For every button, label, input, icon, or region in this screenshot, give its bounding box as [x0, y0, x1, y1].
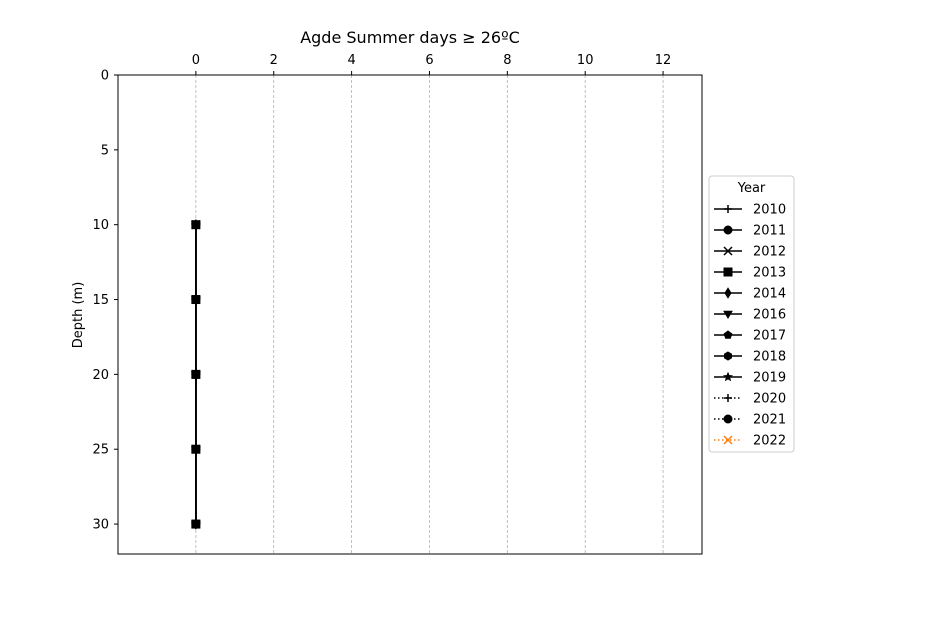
legend-entry-2019: 2019	[714, 371, 786, 386]
x-tick-label: 12	[655, 53, 672, 68]
series-layer	[190, 218, 201, 530]
legend-label: 2013	[753, 266, 786, 281]
legend-marker	[723, 414, 733, 424]
data-point	[191, 369, 201, 379]
legend-marker	[724, 394, 732, 402]
y-tick-label: 5	[101, 143, 109, 158]
data-point	[191, 295, 201, 305]
legend-marker	[724, 351, 732, 361]
data-point	[191, 220, 201, 230]
chart-title: Agde Summer days ≥ 26ºC	[300, 28, 520, 47]
legend-entry-2010: 2010	[714, 203, 786, 218]
legend-marker	[723, 435, 733, 445]
legend-label: 2016	[753, 308, 786, 323]
legend-label: 2022	[753, 434, 786, 449]
axes: 0 2 4 6 8 10 12 0 5 10 15 20 25 30	[92, 53, 671, 533]
legend-entry-2013: 2013	[714, 266, 786, 281]
legend-label: 2018	[753, 350, 786, 365]
legend-marker	[724, 205, 732, 213]
x-tick-label: 10	[577, 53, 594, 68]
y-axis-label: Depth (m)	[71, 282, 86, 349]
legend-title: Year	[737, 181, 766, 196]
legend-entry-2016: 2016	[714, 308, 786, 323]
legend-marker	[723, 310, 733, 319]
y-tick-label: 15	[92, 293, 109, 308]
data-point	[191, 444, 201, 454]
series-2021	[191, 220, 201, 529]
legend-marker	[723, 246, 733, 256]
legend-entry-2012: 2012	[714, 245, 786, 260]
legend-label: 2017	[753, 329, 786, 344]
legend-marker	[722, 371, 734, 382]
y-tick-label: 20	[92, 368, 109, 383]
legend-marker	[723, 330, 733, 339]
legend-label: 2010	[753, 203, 786, 218]
plot-frame	[117, 74, 703, 555]
legend-entry-2020: 2020	[714, 392, 786, 407]
legend-entry-2017: 2017	[714, 329, 786, 344]
legend-label: 2021	[753, 413, 786, 428]
legend-entry-2014: 2014	[714, 287, 786, 302]
legend-entry-2021: 2021	[714, 413, 786, 428]
x-tick-label: 8	[503, 53, 511, 68]
legend-marker	[723, 267, 733, 277]
legend-label: 2020	[753, 392, 786, 407]
legend-label: 2014	[753, 287, 786, 302]
legend-box	[708, 175, 795, 453]
y-tick-label: 10	[92, 218, 109, 233]
legend-label: 2012	[753, 245, 786, 260]
legend-entry-2011: 2011	[714, 224, 786, 239]
x-tick-label: 6	[425, 53, 433, 68]
x-tick-label: 4	[347, 53, 355, 68]
legend-marker	[723, 225, 733, 235]
legend-entry-2022: 2022	[714, 434, 786, 449]
legend: Year 2010 2011 2012 2013 2014 2016 2017 2018 201…	[708, 175, 795, 453]
x-tick-label: 2	[270, 53, 278, 68]
data-point	[191, 519, 201, 529]
x-tick-label: 0	[192, 53, 200, 68]
legend-label: 2019	[753, 371, 786, 386]
y-tick-label: 25	[92, 443, 109, 458]
legend-marker	[724, 287, 732, 299]
legend-label: 2011	[753, 224, 786, 239]
legend-entry-2018: 2018	[714, 350, 786, 365]
y-tick-label: 0	[101, 69, 109, 84]
y-tick-label: 30	[92, 518, 109, 533]
grid-lines	[195, 75, 664, 554]
